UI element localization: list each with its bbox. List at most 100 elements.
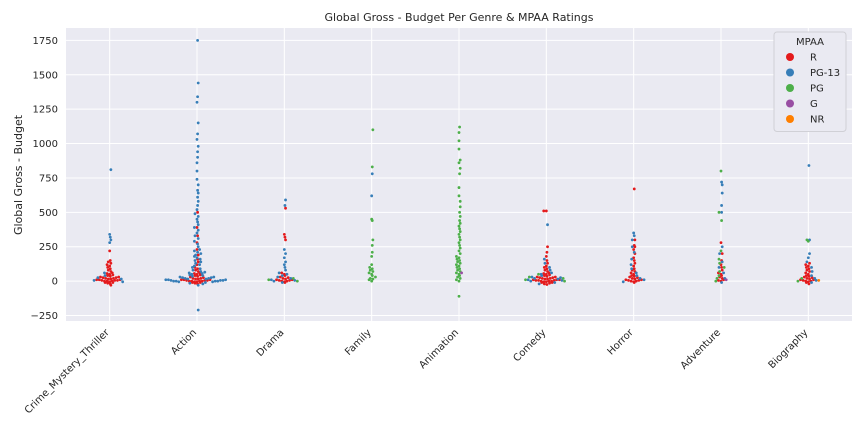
data-point-r	[95, 278, 99, 282]
data-point-pg	[457, 224, 461, 228]
y-tick-label: 0	[52, 277, 58, 288]
data-point-pg-13	[720, 204, 723, 207]
data-point-pg	[457, 241, 461, 244]
legend-marker	[786, 99, 794, 108]
data-point-r	[540, 276, 544, 280]
data-point-r	[543, 268, 547, 272]
data-point-r	[808, 277, 811, 281]
data-point-r	[632, 280, 636, 284]
data-point-r	[103, 279, 106, 283]
data-point-r	[196, 270, 200, 273]
data-point-r	[280, 271, 284, 275]
data-point-pg-13	[196, 283, 200, 287]
data-point-r	[193, 280, 196, 284]
data-point-pg-13	[195, 161, 199, 165]
data-point-pg-13	[283, 265, 287, 269]
data-point-r	[545, 283, 549, 286]
data-point-pg-13	[213, 279, 217, 283]
x-tick-label: Family	[343, 327, 374, 358]
data-point-pg-13	[224, 278, 228, 282]
data-point-pg	[456, 260, 459, 264]
data-point-pg	[458, 172, 461, 176]
data-point-r	[105, 263, 109, 267]
data-point-pg	[457, 186, 461, 189]
data-point-pg	[719, 169, 723, 173]
data-point-r	[805, 268, 809, 272]
data-point-r	[632, 272, 636, 276]
data-point-pg-13	[269, 278, 273, 282]
data-point-pg	[458, 227, 461, 231]
data-point-r	[542, 209, 546, 213]
data-point-pg-13	[103, 274, 107, 278]
data-point-pg-13	[195, 138, 199, 141]
data-point-pg-13	[810, 281, 813, 284]
data-point-r	[720, 265, 723, 269]
legend-label: PG-13	[810, 68, 840, 79]
data-point-pg-13	[196, 228, 200, 232]
data-point-pg-13	[183, 276, 187, 280]
data-point-r	[109, 277, 113, 281]
y-tick-label: 250	[39, 242, 58, 253]
legend-marker	[786, 68, 794, 77]
data-point-pg	[295, 279, 299, 283]
data-point-r	[546, 270, 549, 273]
data-point-pg-13	[630, 245, 634, 249]
data-point-pg-13	[539, 272, 543, 276]
data-point-pg	[719, 249, 723, 253]
data-point-r	[97, 278, 101, 282]
data-point-pg-13	[195, 208, 199, 211]
data-point-pg-13	[193, 234, 197, 238]
data-point-r	[545, 259, 549, 262]
data-point-pg	[524, 278, 527, 282]
data-point-r	[804, 265, 808, 269]
y-tick-label: 750	[39, 173, 58, 184]
data-point-r	[196, 210, 200, 214]
data-point-r	[543, 277, 547, 281]
data-point-r	[283, 235, 287, 239]
data-point-pg	[456, 275, 459, 279]
data-point-r	[195, 248, 199, 251]
data-point-nr	[817, 279, 821, 282]
data-point-pg	[368, 265, 372, 269]
data-point-pg-13	[194, 261, 198, 265]
data-point-pg-13	[196, 242, 200, 246]
data-point-pg	[371, 128, 375, 132]
data-point-pg	[458, 235, 461, 239]
data-point-r	[199, 276, 203, 280]
y-tick-label: 1500	[33, 70, 58, 81]
data-point-r	[113, 279, 117, 282]
data-point-pg-13	[196, 237, 200, 240]
data-point-r	[544, 272, 548, 276]
data-point-pg	[458, 199, 462, 203]
data-point-r	[190, 279, 194, 283]
data-point-r	[806, 272, 810, 276]
data-point-pg-13	[186, 277, 190, 281]
data-point-r	[546, 277, 549, 281]
data-point-r	[808, 270, 811, 273]
data-point-pg-13	[196, 155, 200, 159]
data-point-r	[106, 260, 110, 264]
data-point-pg	[457, 279, 461, 283]
data-point-pg	[714, 279, 718, 283]
data-point-pg	[368, 268, 372, 272]
data-point-pg	[796, 279, 800, 283]
data-point-r	[117, 275, 121, 279]
data-point-pg-13	[642, 278, 646, 282]
data-point-pg-13	[284, 252, 287, 255]
data-point-pg-13	[198, 263, 202, 267]
data-point-r	[284, 277, 287, 281]
data-point-r	[804, 271, 808, 275]
data-point-r	[282, 232, 286, 236]
data-point-pg-13	[193, 212, 197, 216]
data-point-pg-13	[196, 183, 200, 187]
data-point-r	[99, 275, 102, 279]
data-point-pg-13	[108, 235, 112, 239]
data-point-r	[195, 280, 199, 284]
data-point-pg-13	[632, 234, 636, 238]
data-point-pg-13	[814, 279, 818, 282]
data-point-r	[535, 275, 539, 279]
data-point-pg-13	[209, 276, 213, 280]
data-point-pg-13	[284, 260, 287, 264]
data-point-pg-13	[556, 277, 560, 281]
data-point-pg-13	[282, 248, 286, 251]
